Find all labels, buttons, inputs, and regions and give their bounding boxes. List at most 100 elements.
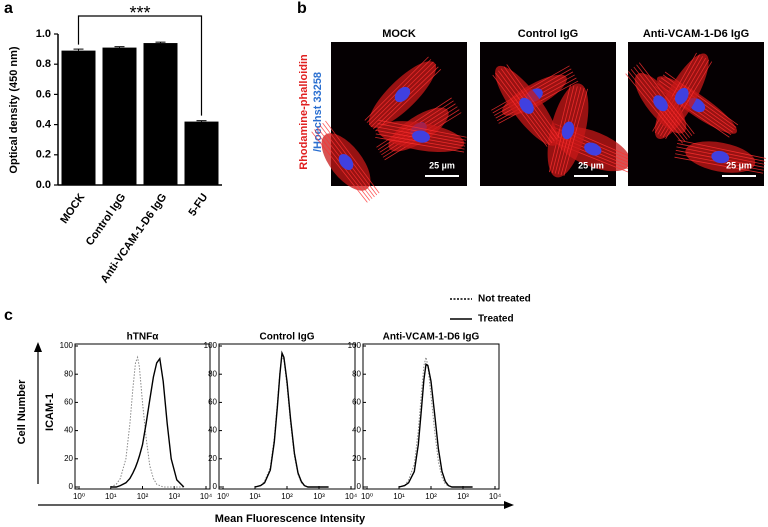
y-tick-label: 100 — [60, 341, 74, 350]
x-tick-label: 10⁰ — [217, 492, 229, 501]
marker-label: ICAM-1 — [44, 393, 56, 431]
x-tick-label: MOCK — [58, 191, 87, 225]
y-tick-label: 80 — [352, 369, 361, 378]
x-tick-label: 10³ — [457, 492, 469, 501]
y-tick-label: 60 — [64, 398, 73, 407]
nucleus — [394, 86, 411, 103]
nucleus — [584, 142, 602, 156]
y-axis-label: Cell Number — [16, 379, 28, 445]
legend-label: Treated — [478, 314, 514, 325]
y-tick-label: 0.6 — [36, 88, 51, 100]
legend-label: Not treated — [478, 294, 531, 305]
chart-title: Anti-VCAM-1-D6 IgG — [383, 332, 480, 343]
nucleus — [338, 153, 354, 170]
x-tick-label: 10³ — [313, 492, 325, 501]
x-tick-label: 10¹ — [105, 492, 117, 501]
histogram-line — [254, 350, 329, 488]
actin-fiber — [638, 62, 695, 135]
scale-label: 25 µm — [429, 160, 455, 170]
cell — [492, 64, 560, 147]
x-tick-label: 5-FU — [186, 191, 210, 218]
y-tick-label: 0.2 — [36, 149, 51, 161]
x-tick-label: 10¹ — [393, 492, 405, 501]
x-tick-label: 10⁰ — [73, 492, 85, 501]
arrow-head — [504, 501, 514, 509]
significance-bracket — [77, 15, 203, 116]
y-tick-label: 80 — [64, 369, 73, 378]
x-tick-label: 10⁴ — [345, 492, 358, 501]
bar — [102, 47, 137, 186]
histogram-line — [254, 354, 329, 488]
x-tick-label: 10⁴ — [200, 492, 213, 501]
actin-fiber — [325, 120, 380, 194]
bar — [61, 50, 96, 185]
image-title: MOCK — [382, 28, 416, 40]
nucleus — [711, 150, 730, 164]
actin-fiber — [378, 119, 467, 138]
nucleus — [561, 121, 575, 140]
y-tick-label: 0 — [69, 482, 74, 491]
y-tick-label: 0 — [357, 482, 362, 491]
actin-fiber — [548, 84, 571, 173]
actin-fiber — [375, 136, 465, 153]
y-tick-label: 40 — [208, 426, 217, 435]
actin-fiber — [677, 139, 766, 159]
y-tick-label: 40 — [64, 426, 73, 435]
y-tick-label: 1.0 — [36, 28, 51, 40]
nucleus — [412, 130, 430, 143]
actin-fiber — [563, 88, 588, 176]
x-tick-label: 10² — [137, 492, 149, 501]
y-tick-label: 20 — [64, 454, 73, 463]
cell — [625, 62, 695, 144]
cell — [375, 119, 467, 153]
scale-label: 25 µm — [578, 160, 604, 170]
y-tick-label: 0.4 — [36, 119, 52, 131]
actin-fiber — [375, 69, 442, 132]
panel-letter: b — [297, 0, 307, 17]
actin-fiber — [625, 73, 683, 144]
significance-label: *** — [129, 3, 150, 23]
nucleus — [653, 95, 668, 112]
y-tick-label: 80 — [208, 369, 217, 378]
scale-label: 25 µm — [726, 160, 752, 170]
bar — [184, 121, 219, 185]
histogram-line — [398, 363, 473, 488]
x-tick-label: 10² — [281, 492, 293, 501]
plot-frame — [74, 343, 211, 490]
image-title: Control IgG — [518, 28, 579, 40]
y-tick-label: 0 — [213, 482, 218, 491]
actin-fiber — [506, 64, 560, 138]
arrow-head — [34, 342, 42, 352]
chart-title: hTNFα — [127, 332, 160, 343]
y-tick-label: 100 — [348, 341, 362, 350]
image-title: Anti-VCAM-1-D6 IgG — [643, 28, 749, 40]
bar — [143, 43, 178, 186]
histogram-line — [110, 356, 185, 488]
y-tick-label: 20 — [352, 454, 361, 463]
cell — [311, 120, 380, 203]
x-tick-label: 10² — [425, 492, 437, 501]
chart-title: Control IgG — [260, 332, 315, 343]
y-tick-label: 60 — [352, 398, 361, 407]
nucleus — [519, 97, 534, 114]
panel-letter: a — [4, 0, 13, 17]
y-tick-label: 20 — [208, 454, 217, 463]
x-tick-label: 10⁴ — [489, 492, 502, 501]
x-tick-label: 10⁰ — [361, 492, 373, 501]
histogram-line — [110, 355, 184, 488]
y-tick-label: 60 — [208, 398, 217, 407]
y-tick-label: 100 — [204, 341, 218, 350]
actin-fiber — [311, 131, 368, 203]
panel-letter: c — [4, 307, 13, 324]
x-tick-label: 10¹ — [249, 492, 261, 501]
actin-fiber — [492, 74, 548, 147]
nucleus — [674, 87, 689, 105]
cell — [547, 83, 589, 178]
y-tick-label: 0.8 — [36, 58, 51, 70]
x-tick-label: 10³ — [168, 492, 180, 501]
x-axis-label: Mean Fluorescence Intensity — [215, 513, 366, 525]
plot-frame — [362, 343, 500, 490]
plot-frame — [218, 343, 356, 490]
y-axis-label: Optical density (450 nm) — [8, 46, 20, 173]
